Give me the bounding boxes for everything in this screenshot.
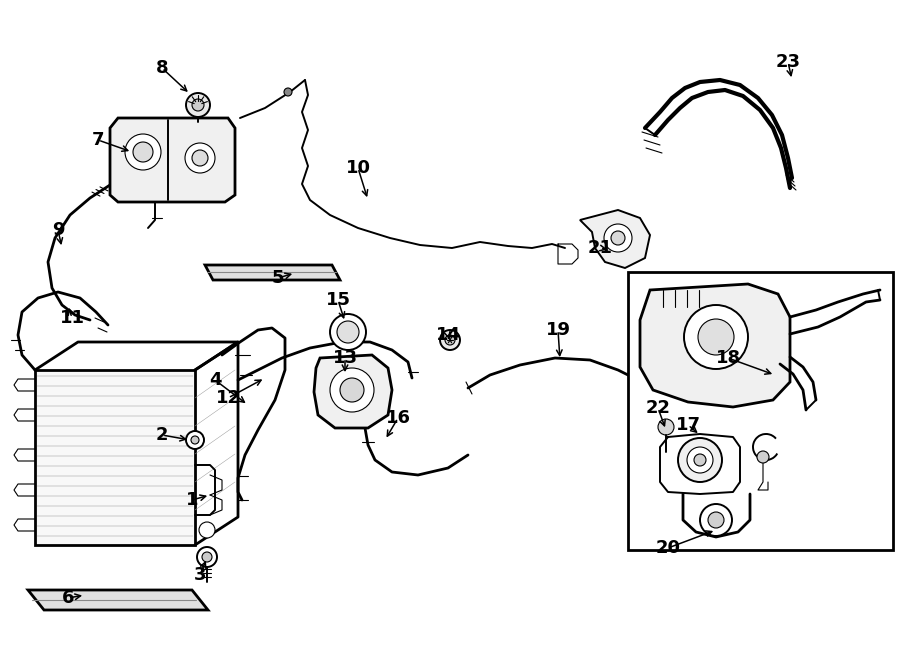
Circle shape xyxy=(684,305,748,369)
Text: 18: 18 xyxy=(716,349,741,367)
Circle shape xyxy=(186,431,204,449)
Text: 16: 16 xyxy=(385,409,410,427)
Text: 8: 8 xyxy=(156,59,168,77)
Bar xyxy=(628,272,893,550)
Circle shape xyxy=(125,134,161,170)
Polygon shape xyxy=(205,265,340,280)
Text: 22: 22 xyxy=(645,399,670,417)
Circle shape xyxy=(445,335,455,345)
Text: 9: 9 xyxy=(52,221,64,239)
Circle shape xyxy=(757,451,769,463)
Circle shape xyxy=(340,378,364,402)
Text: 20: 20 xyxy=(655,539,680,557)
Text: 6: 6 xyxy=(62,589,74,607)
Circle shape xyxy=(604,224,632,252)
Circle shape xyxy=(694,454,706,466)
Circle shape xyxy=(658,419,674,435)
Circle shape xyxy=(440,330,460,350)
Circle shape xyxy=(284,88,292,96)
Circle shape xyxy=(192,150,208,166)
Text: 7: 7 xyxy=(92,131,104,149)
Text: 10: 10 xyxy=(346,159,371,177)
Circle shape xyxy=(330,368,374,412)
Text: 15: 15 xyxy=(326,291,350,309)
Circle shape xyxy=(186,93,210,117)
Text: 4: 4 xyxy=(209,371,221,389)
Circle shape xyxy=(199,522,215,538)
Text: 19: 19 xyxy=(545,321,571,339)
Polygon shape xyxy=(35,370,195,545)
Circle shape xyxy=(708,512,724,528)
Circle shape xyxy=(133,142,153,162)
Circle shape xyxy=(687,447,713,473)
Text: 2: 2 xyxy=(156,426,168,444)
Text: 17: 17 xyxy=(676,416,700,434)
Circle shape xyxy=(192,99,204,111)
Circle shape xyxy=(611,231,625,245)
Circle shape xyxy=(191,436,199,444)
Circle shape xyxy=(700,504,732,536)
Text: 3: 3 xyxy=(194,566,206,584)
Text: 23: 23 xyxy=(776,53,800,71)
Text: 5: 5 xyxy=(272,269,284,287)
Polygon shape xyxy=(28,590,208,610)
Polygon shape xyxy=(640,284,790,407)
Circle shape xyxy=(330,314,366,350)
Text: 11: 11 xyxy=(59,309,85,327)
Circle shape xyxy=(337,321,359,343)
Text: 12: 12 xyxy=(215,389,240,407)
Polygon shape xyxy=(580,210,650,268)
Text: 21: 21 xyxy=(588,239,613,257)
Text: 1: 1 xyxy=(185,491,198,509)
Circle shape xyxy=(197,547,217,567)
Polygon shape xyxy=(110,118,235,202)
Circle shape xyxy=(185,143,215,173)
Polygon shape xyxy=(314,355,392,428)
Circle shape xyxy=(202,552,212,562)
Circle shape xyxy=(678,438,722,482)
Text: 14: 14 xyxy=(436,326,461,344)
Text: 13: 13 xyxy=(332,349,357,367)
Circle shape xyxy=(698,319,734,355)
